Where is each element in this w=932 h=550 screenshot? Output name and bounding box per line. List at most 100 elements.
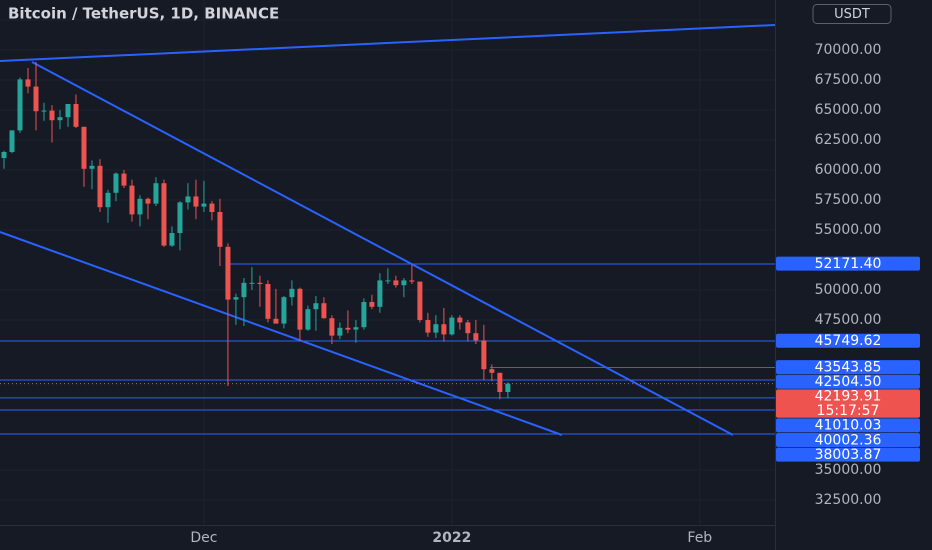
candle-body [97, 165, 103, 208]
candles [1, 62, 511, 400]
levels [0, 263, 775, 435]
candle-body [289, 288, 295, 298]
y-tick-label: 57500.00 [815, 192, 882, 208]
candle-body [81, 126, 87, 169]
grid [0, 0, 775, 525]
candle-body [417, 281, 423, 321]
candle-body [481, 340, 487, 370]
candle-body [329, 318, 335, 336]
candle-body [65, 104, 71, 118]
candle-body [9, 130, 15, 153]
y-tick-label: 65000.00 [815, 102, 882, 118]
candle-body [201, 203, 207, 207]
x-tick-label: 2022 [432, 530, 471, 546]
candle-body [185, 196, 191, 203]
y-tick-label: 32500.00 [815, 492, 882, 508]
candle-body [209, 203, 215, 213]
candle-body [377, 280, 383, 307]
candle-body [353, 327, 359, 330]
candle-body [25, 79, 31, 87]
level-label: 45749.62 [815, 333, 882, 349]
candle-body [265, 284, 271, 319]
candle-body [393, 280, 399, 286]
chart-title: Bitcoin / TetherUS, 1D, BINANCE [8, 5, 279, 23]
candle-body [129, 185, 135, 215]
candle-body [49, 110, 55, 121]
y-tick-label: 70000.00 [815, 42, 882, 58]
candle-body [385, 280, 391, 282]
level-label-box [776, 418, 920, 433]
level-label: 38003.87 [815, 447, 882, 463]
y-tick-label: 35000.00 [815, 462, 882, 478]
last-price-box [776, 389, 920, 418]
candle-body [401, 280, 407, 286]
candle-body [257, 282, 263, 285]
drawings [0, 24, 775, 436]
trend-line [0, 231, 563, 436]
candle-body [425, 320, 431, 333]
candle-body [465, 322, 471, 334]
y-tick-label: 62500.00 [815, 132, 882, 148]
candle-body [457, 317, 463, 323]
level-label-box [776, 447, 920, 462]
candle-body [305, 309, 311, 330]
trend-line [31, 61, 734, 436]
level-label: 52171.40 [815, 256, 882, 272]
candle-body [113, 173, 119, 193]
candle-body [241, 282, 247, 298]
candle-body [249, 282, 255, 284]
level-label-box [776, 333, 920, 348]
last-price-label: 42193.91 [815, 389, 882, 405]
countdown-label: 15:17:57 [817, 403, 880, 419]
x-tick-label: Dec [190, 530, 217, 546]
x-tick-label: Feb [687, 530, 712, 546]
candle-body [105, 192, 111, 208]
candle-body [217, 212, 223, 247]
trend-line [0, 24, 775, 62]
candle-body [89, 165, 95, 169]
candle-body [137, 198, 143, 215]
currency-label[interactable]: USDT [834, 7, 870, 22]
candle-body [497, 372, 503, 393]
level-label-box [776, 374, 920, 389]
candle-body [441, 324, 447, 335]
candle-body [369, 302, 375, 307]
level-label: 43543.85 [815, 359, 882, 375]
candle-body [409, 280, 415, 282]
candle-body [281, 297, 287, 324]
candle-body [337, 327, 343, 336]
candle-body [225, 246, 231, 300]
y-tick-label: 55000.00 [815, 222, 882, 238]
candle-body [345, 327, 351, 330]
candle-body [233, 297, 239, 300]
y-tick-label: 60000.00 [815, 162, 882, 178]
candle-body [433, 324, 439, 333]
candle-body [473, 333, 479, 341]
candle-body [33, 86, 39, 112]
candle-body [449, 317, 455, 335]
candle-body [193, 196, 199, 207]
candle-body [177, 202, 183, 234]
candle-body [273, 318, 279, 324]
candle-body [41, 110, 47, 112]
level-label: 41010.03 [815, 418, 882, 434]
candle-body [505, 383, 511, 393]
currency-button[interactable] [812, 4, 892, 24]
candle-body [169, 233, 175, 246]
candle-body [361, 302, 367, 328]
candle-body [145, 198, 151, 204]
level-label-box [776, 360, 920, 375]
y-tick-label: 47500.00 [815, 312, 882, 328]
level-label-box [776, 256, 920, 271]
level-label-box [776, 432, 920, 447]
candle-body [73, 104, 79, 127]
y-tick-label: 67500.00 [815, 72, 882, 88]
price-axis: 72500.0070000.0067500.0065000.0062500.00… [190, 12, 920, 546]
candle-body [161, 183, 167, 246]
candle-body [57, 117, 63, 121]
candle-body [321, 303, 327, 319]
level-label: 40002.36 [815, 432, 882, 448]
